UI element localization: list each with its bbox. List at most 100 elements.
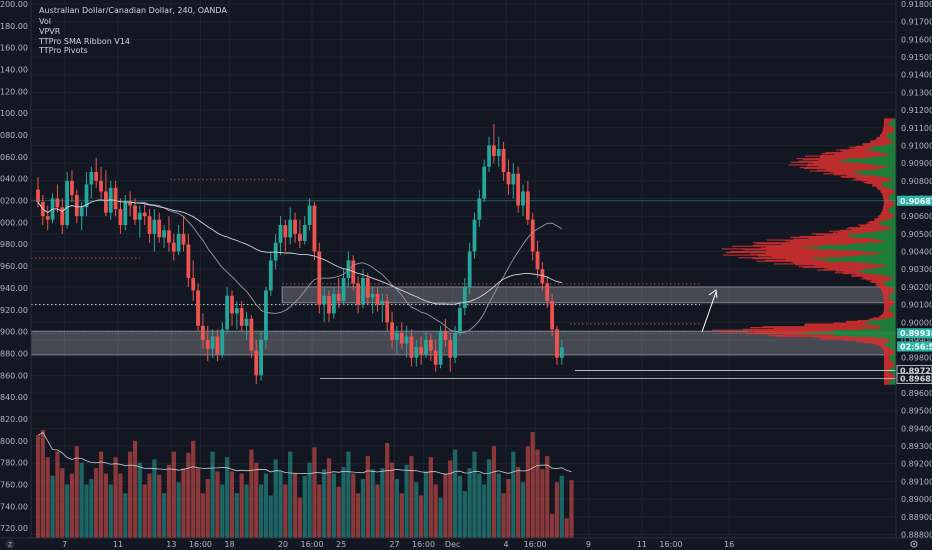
vp-bar-down xyxy=(883,128,895,131)
vp-bar-down xyxy=(882,348,892,350)
vp-bar-down xyxy=(883,294,890,296)
vp-bar-down xyxy=(855,178,892,180)
vp-bar-down xyxy=(840,229,885,231)
vp-bar-down xyxy=(847,174,876,177)
vp-bar-down xyxy=(790,161,842,163)
vp-bar-up xyxy=(866,157,896,159)
vp-bar-down xyxy=(837,231,873,233)
settings-gear-icon[interactable] xyxy=(910,540,918,548)
indicator-pivots[interactable]: TTPro Pivots xyxy=(38,46,88,55)
vp-bar-down xyxy=(881,133,889,135)
volume-bar xyxy=(341,467,346,538)
left-tick-label: 3060.00 xyxy=(0,153,28,162)
right-tick-label: 0.91400 xyxy=(901,71,932,80)
candle-body xyxy=(167,230,171,243)
vp-bar-up xyxy=(883,337,896,339)
vp-bar-down xyxy=(756,242,854,245)
volume-bar xyxy=(215,471,220,538)
candle-body xyxy=(414,347,419,358)
vp-bar-down xyxy=(771,256,844,258)
vp-bar-down xyxy=(833,153,890,155)
vp-bar-down xyxy=(883,118,894,120)
volume-bar xyxy=(516,467,521,538)
vp-bar-down xyxy=(877,187,889,189)
vp-bar-down xyxy=(882,292,892,294)
volume-bar xyxy=(74,446,79,538)
time-axis-panel[interactable] xyxy=(0,538,932,550)
vp-bar-down xyxy=(875,284,885,286)
vp-bar-down xyxy=(825,168,877,170)
vp-bar-up xyxy=(890,199,896,201)
vp-bar-up xyxy=(889,358,896,361)
vp-bar-up xyxy=(891,120,896,122)
symbol-title[interactable]: Australian Dollar/Canadian Dollar, 240, … xyxy=(39,6,227,15)
vp-bar-down xyxy=(874,218,890,220)
vp-bar-down xyxy=(883,351,895,353)
vp-bar-down xyxy=(876,188,891,190)
vp-bar-up xyxy=(890,305,896,307)
vp-bar-down xyxy=(882,313,895,315)
vp-bar-up xyxy=(894,129,896,132)
vp-bar-up xyxy=(889,153,896,155)
indicator-vol[interactable]: Vol xyxy=(39,17,51,26)
time-tick-label: 16 xyxy=(724,540,734,549)
vp-bar-up xyxy=(887,338,896,340)
volume-bar xyxy=(278,471,283,538)
candle-body xyxy=(419,347,424,355)
vp-bar-up xyxy=(822,244,896,246)
vp-bar-up xyxy=(893,214,896,216)
vp-bar-down xyxy=(877,217,893,219)
right-tick-label: 0.90100 xyxy=(901,301,932,310)
vp-bar-up xyxy=(888,208,896,210)
vp-bar-down xyxy=(829,171,859,173)
volume-bar xyxy=(254,462,259,538)
volume-bar xyxy=(491,446,496,538)
candle-body xyxy=(239,308,244,326)
volume-bar xyxy=(559,475,564,538)
volume-bar xyxy=(297,497,302,538)
time-tick-label: 16:00 xyxy=(189,540,212,549)
right-axis-panel[interactable] xyxy=(896,0,932,550)
volume-bars xyxy=(35,429,574,538)
vp-bar-down xyxy=(882,211,889,213)
vp-bar-down xyxy=(884,372,892,375)
vp-bar-up xyxy=(888,197,896,200)
volume-bar xyxy=(113,457,118,538)
vp-bar-up xyxy=(890,372,896,374)
volume-bar xyxy=(239,473,244,538)
vp-bar-down xyxy=(804,323,863,325)
scale-toggle-icon[interactable]: Z xyxy=(5,539,15,549)
vp-bar-up xyxy=(884,282,896,284)
vp-bar-down xyxy=(767,334,836,337)
volume-bar xyxy=(433,484,438,538)
vp-bar-up xyxy=(889,226,896,228)
volume-bar xyxy=(496,473,501,538)
vp-bar-up xyxy=(892,217,896,219)
vp-bar-up xyxy=(869,146,896,148)
price-badges: 0.90687 0.89938 02:56:52 0.897270.89682 xyxy=(31,195,932,384)
vp-bar-down xyxy=(871,281,884,284)
vp-bar-down xyxy=(884,367,891,369)
vp-bar-down xyxy=(789,241,883,243)
candle-body xyxy=(516,173,521,206)
vp-bar-down xyxy=(738,257,815,259)
vp-bar-down xyxy=(884,381,889,383)
vp-bar-up xyxy=(892,311,896,314)
indicator-vpvr[interactable]: VPVR xyxy=(39,27,61,36)
vp-bar-down xyxy=(878,216,894,218)
vp-bar-down xyxy=(884,369,889,371)
vp-bar-up xyxy=(792,332,896,334)
vp-bar-up xyxy=(893,216,896,218)
vp-bar-up xyxy=(894,202,896,204)
vp-bar-down xyxy=(860,180,890,182)
time-tick-label: 11 xyxy=(113,540,123,549)
vp-bar-down xyxy=(832,232,864,234)
vp-bar-up xyxy=(894,215,896,217)
volume-bar xyxy=(380,468,385,538)
vp-bar-down xyxy=(817,169,866,171)
indicator-sma-ribbon[interactable]: TTPro SMA Ribbon V14 xyxy=(38,37,130,46)
candle-body xyxy=(424,339,428,355)
vp-bar-down xyxy=(827,267,875,269)
volume-bar xyxy=(166,464,172,538)
